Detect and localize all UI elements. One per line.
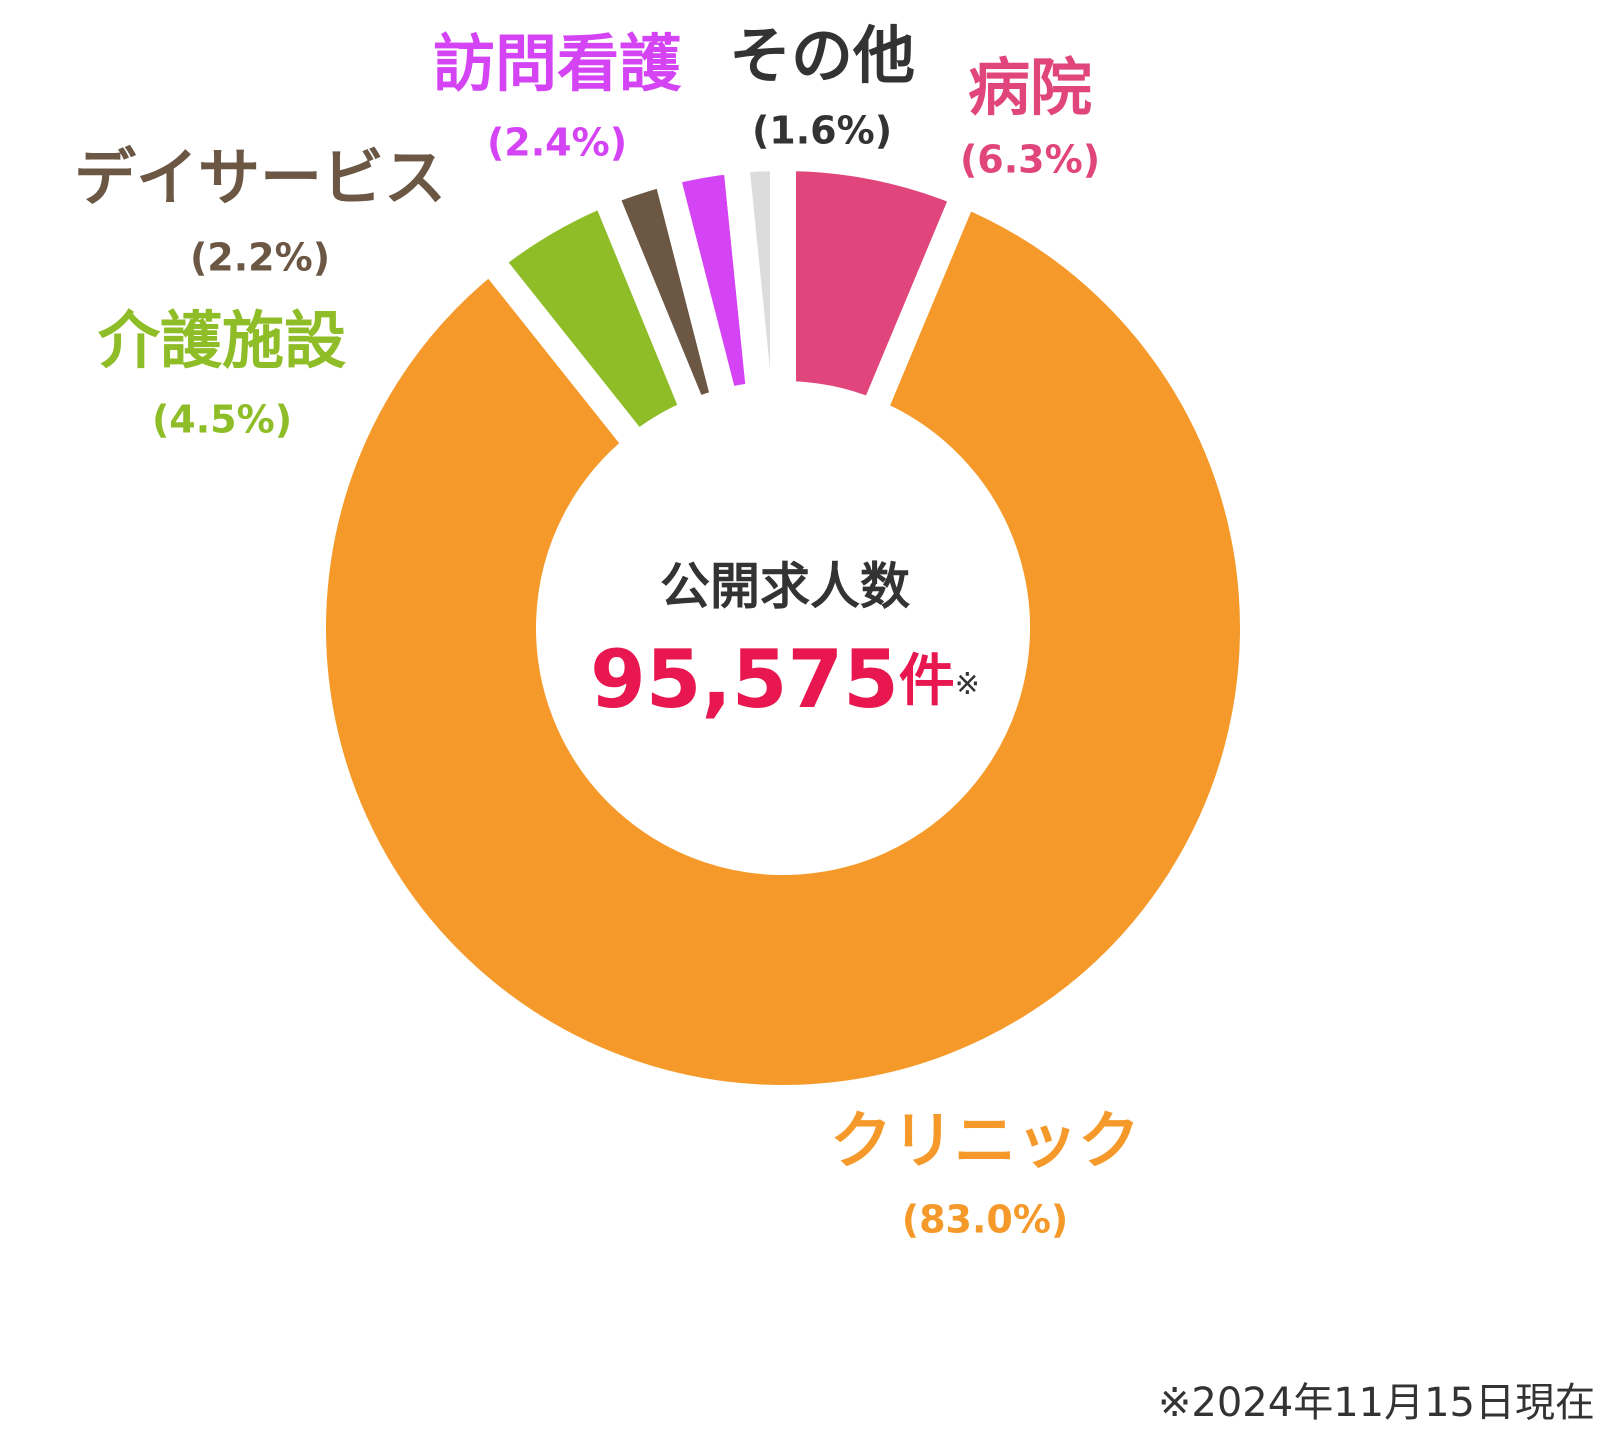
- slice-value-label: (1.6%): [752, 109, 892, 153]
- slice-label: 訪問看護: [433, 27, 682, 100]
- donut-slice: [300, 181, 1266, 1111]
- donut-slice: [722, 145, 796, 409]
- footnote: ※2024年11月15日現在: [1158, 1380, 1595, 1426]
- slice-value-label: (83.0%): [902, 1198, 1069, 1242]
- center-total: 95,575件※: [590, 633, 980, 726]
- slice-value-label: (2.2%): [190, 236, 330, 280]
- center-note: ※: [955, 667, 980, 702]
- slice-label: 介護施設: [98, 304, 346, 377]
- slice-label: デイサービス: [74, 141, 446, 214]
- slice-label: その他: [729, 19, 915, 92]
- slice-label: 病院: [968, 51, 1092, 124]
- center-title: 公開求人数: [660, 558, 910, 616]
- center-value: 95,575: [590, 633, 899, 726]
- center-unit: 件: [899, 649, 955, 714]
- slice-value-label: (2.4%): [487, 121, 627, 165]
- slice-value-label: (6.3%): [960, 138, 1100, 182]
- slice-label: クリニック: [830, 1104, 1140, 1177]
- slice-value-label: (4.5%): [152, 398, 292, 442]
